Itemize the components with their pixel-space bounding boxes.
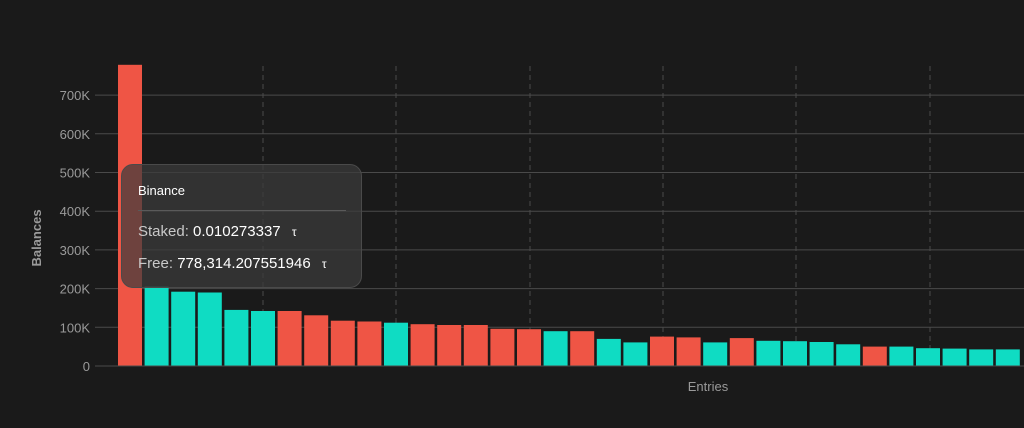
y-tick-label: 200K <box>60 282 91 297</box>
bar[interactable] <box>596 338 621 366</box>
tooltip-staked-label: Staked: <box>138 223 189 240</box>
bar[interactable] <box>490 328 515 366</box>
tooltip-divider <box>138 210 346 211</box>
bar[interactable] <box>357 321 382 367</box>
bar[interactable] <box>889 346 914 366</box>
bar[interactable] <box>144 286 169 366</box>
bar[interactable] <box>916 348 940 366</box>
bar[interactable] <box>463 325 488 366</box>
tooltip-staked-row: Staked: 0.010273337 τ <box>138 223 345 241</box>
bar[interactable] <box>676 337 701 366</box>
bar[interactable] <box>862 346 887 366</box>
bar[interactable] <box>517 329 541 366</box>
tooltip-free-row: Free: 778,314.207551946 τ <box>138 255 345 273</box>
tooltip-free-value: 778,314.207551946 <box>177 255 311 272</box>
y-axis-label: Balances <box>29 209 44 266</box>
y-tick-label: 500K <box>60 166 91 181</box>
bar[interactable] <box>570 331 595 366</box>
bar[interactable] <box>251 311 275 366</box>
bar[interactable] <box>410 324 435 366</box>
tooltip-staked-value: 0.010273337 <box>193 223 281 240</box>
y-axis-tick-labels: 0 100K 200K 300K 400K 500K 600K 700K <box>60 88 91 374</box>
y-tick-label: 100K <box>60 320 91 335</box>
bar[interactable] <box>171 291 196 366</box>
bar[interactable] <box>277 311 302 366</box>
y-tick-label: 300K <box>60 243 91 258</box>
x-axis-label: Entries <box>688 379 729 394</box>
bar-tooltip: Binance Staked: 0.010273337 τ Free: 778,… <box>121 164 362 288</box>
bar[interactable] <box>756 340 781 366</box>
bar[interactable] <box>224 309 249 366</box>
bar[interactable] <box>330 320 355 366</box>
tooltip-free-label: Free: <box>138 255 174 272</box>
bars-group <box>118 64 1020 367</box>
bar[interactable] <box>623 342 648 366</box>
bar[interactable] <box>995 349 1020 366</box>
bar[interactable] <box>650 336 674 366</box>
bar[interactable] <box>437 325 462 366</box>
tao-currency-icon: τ <box>321 257 327 271</box>
bar[interactable] <box>969 349 994 366</box>
bar[interactable] <box>942 348 967 366</box>
y-tick-label: 0 <box>83 359 90 374</box>
y-tick-label: 600K <box>60 127 91 142</box>
bar[interactable] <box>809 342 834 366</box>
bar[interactable] <box>304 315 329 366</box>
bar[interactable] <box>543 331 568 366</box>
bar[interactable] <box>703 342 728 366</box>
bar[interactable] <box>384 322 408 366</box>
tooltip-title: Binance <box>138 183 185 198</box>
bar[interactable] <box>197 292 222 367</box>
y-tick-label: 700K <box>60 88 91 103</box>
bar[interactable] <box>783 341 807 366</box>
y-tick-label: 400K <box>60 204 91 219</box>
tao-currency-icon: τ <box>291 225 297 239</box>
vertical-gridlines <box>262 66 931 366</box>
bar[interactable] <box>836 344 861 366</box>
bar[interactable] <box>729 338 754 366</box>
